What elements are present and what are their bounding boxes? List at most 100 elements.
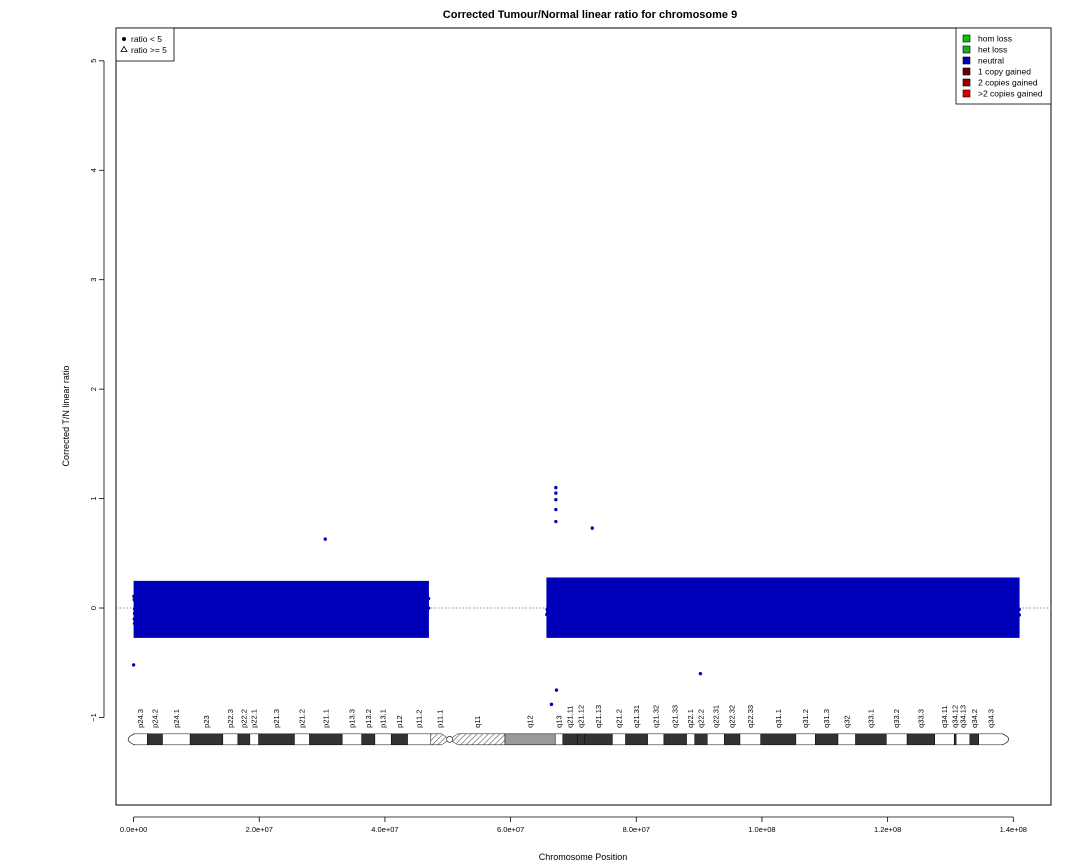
scatter-point	[953, 603, 957, 607]
scatter-point	[593, 601, 597, 605]
scatter-point	[977, 594, 981, 598]
scatter-point	[869, 617, 874, 622]
scatter-point	[869, 610, 874, 615]
scatter-point	[574, 595, 578, 599]
scatter-point	[315, 587, 319, 591]
scatter-point	[865, 598, 869, 602]
scatter-point	[824, 593, 828, 597]
scatter-point	[739, 597, 743, 602]
ideogram-band-label: p13.3	[347, 709, 356, 728]
scatter-point	[1017, 607, 1021, 612]
ideogram-band-label: p24.2	[150, 709, 159, 728]
scatter-point	[850, 612, 854, 616]
ideogram-band	[686, 733, 695, 746]
shape-legend-box	[115, 27, 175, 62]
scatter-point	[913, 614, 917, 618]
scatter-point	[630, 618, 634, 622]
scatter-point	[174, 593, 178, 597]
scatter-point	[773, 618, 777, 623]
scatter-point	[887, 600, 891, 604]
scatter-point	[773, 609, 777, 613]
scatter-point	[819, 600, 823, 605]
scatter-point	[680, 618, 684, 622]
x-tick-label: 1.4e+08	[1000, 825, 1027, 834]
scatter-point	[1010, 621, 1014, 625]
scatter-point	[191, 606, 195, 611]
scatter-point	[723, 598, 727, 602]
scatter-point	[785, 615, 790, 619]
scatter-point	[833, 600, 837, 604]
scatter-point	[927, 588, 932, 592]
scatter-point	[640, 592, 644, 596]
scatter-point	[847, 615, 851, 619]
scatter-point	[328, 594, 332, 598]
scatter-point	[1010, 608, 1014, 612]
scatter-point	[325, 593, 329, 597]
scatter-point	[868, 607, 872, 612]
scatter-point	[650, 606, 654, 610]
scatter-point	[777, 583, 781, 588]
scatter-point	[932, 606, 937, 611]
scatter-point	[792, 614, 796, 618]
scatter-point	[649, 601, 653, 605]
scatter-point	[736, 590, 741, 594]
scatter-point	[634, 611, 638, 615]
scatter-point	[631, 600, 635, 604]
scatter-point	[260, 611, 264, 615]
ideogram-band-label: q21.11	[565, 705, 574, 727]
ideogram-band-label: q31.2	[801, 709, 810, 728]
scatter-point	[970, 615, 974, 620]
scatter-point	[988, 602, 992, 606]
scatter-point	[558, 613, 562, 617]
scatter-point	[624, 612, 629, 616]
scatter-point	[294, 602, 298, 606]
scatter-point	[603, 600, 607, 604]
scatter-point	[769, 604, 773, 608]
scatter-point	[579, 608, 584, 612]
ideogram-band	[837, 733, 856, 746]
scatter-point	[919, 587, 923, 591]
centromere-marker	[446, 736, 453, 743]
scatter-point	[892, 607, 896, 611]
scatter-point	[766, 606, 770, 610]
scatter-point	[552, 595, 556, 599]
scatter-point	[632, 605, 636, 609]
scatter-point	[379, 607, 384, 611]
scatter-point	[249, 589, 253, 593]
scatter-point	[917, 617, 921, 621]
scatter-point	[675, 589, 679, 594]
scatter-point	[833, 597, 837, 601]
scatter-point	[791, 605, 795, 610]
scatter-point	[342, 606, 346, 610]
y-tick-label: −1	[89, 713, 98, 722]
scatter-point	[375, 601, 379, 605]
scatter-point	[671, 611, 675, 616]
scatter-point	[891, 595, 895, 599]
scatter-point	[862, 599, 867, 603]
scatter-point	[299, 613, 303, 617]
scatter-point	[398, 595, 402, 599]
scatter-point	[898, 599, 903, 604]
scatter-point	[154, 616, 158, 620]
scatter-point	[991, 595, 995, 599]
scatter-point	[240, 597, 244, 602]
scatter-point	[684, 596, 689, 600]
scatter-point	[213, 619, 217, 623]
scatter-point	[583, 606, 588, 610]
scatter-point	[259, 616, 263, 621]
triangle-symbol-icon	[120, 45, 128, 52]
scatter-point	[717, 614, 721, 618]
scatter-point-outlier	[549, 702, 554, 707]
scatter-point	[934, 613, 939, 617]
scatter-point	[905, 616, 909, 620]
scatter-point	[812, 611, 816, 616]
scatter-point	[976, 600, 980, 605]
scatter-point	[882, 600, 887, 604]
scatter-point	[404, 619, 408, 623]
x-tick-label: 8.0e+07	[623, 825, 650, 834]
scatter-point	[671, 589, 675, 593]
scatter-point	[411, 618, 415, 622]
ideogram-band	[953, 733, 957, 746]
scatter-point	[635, 600, 639, 604]
